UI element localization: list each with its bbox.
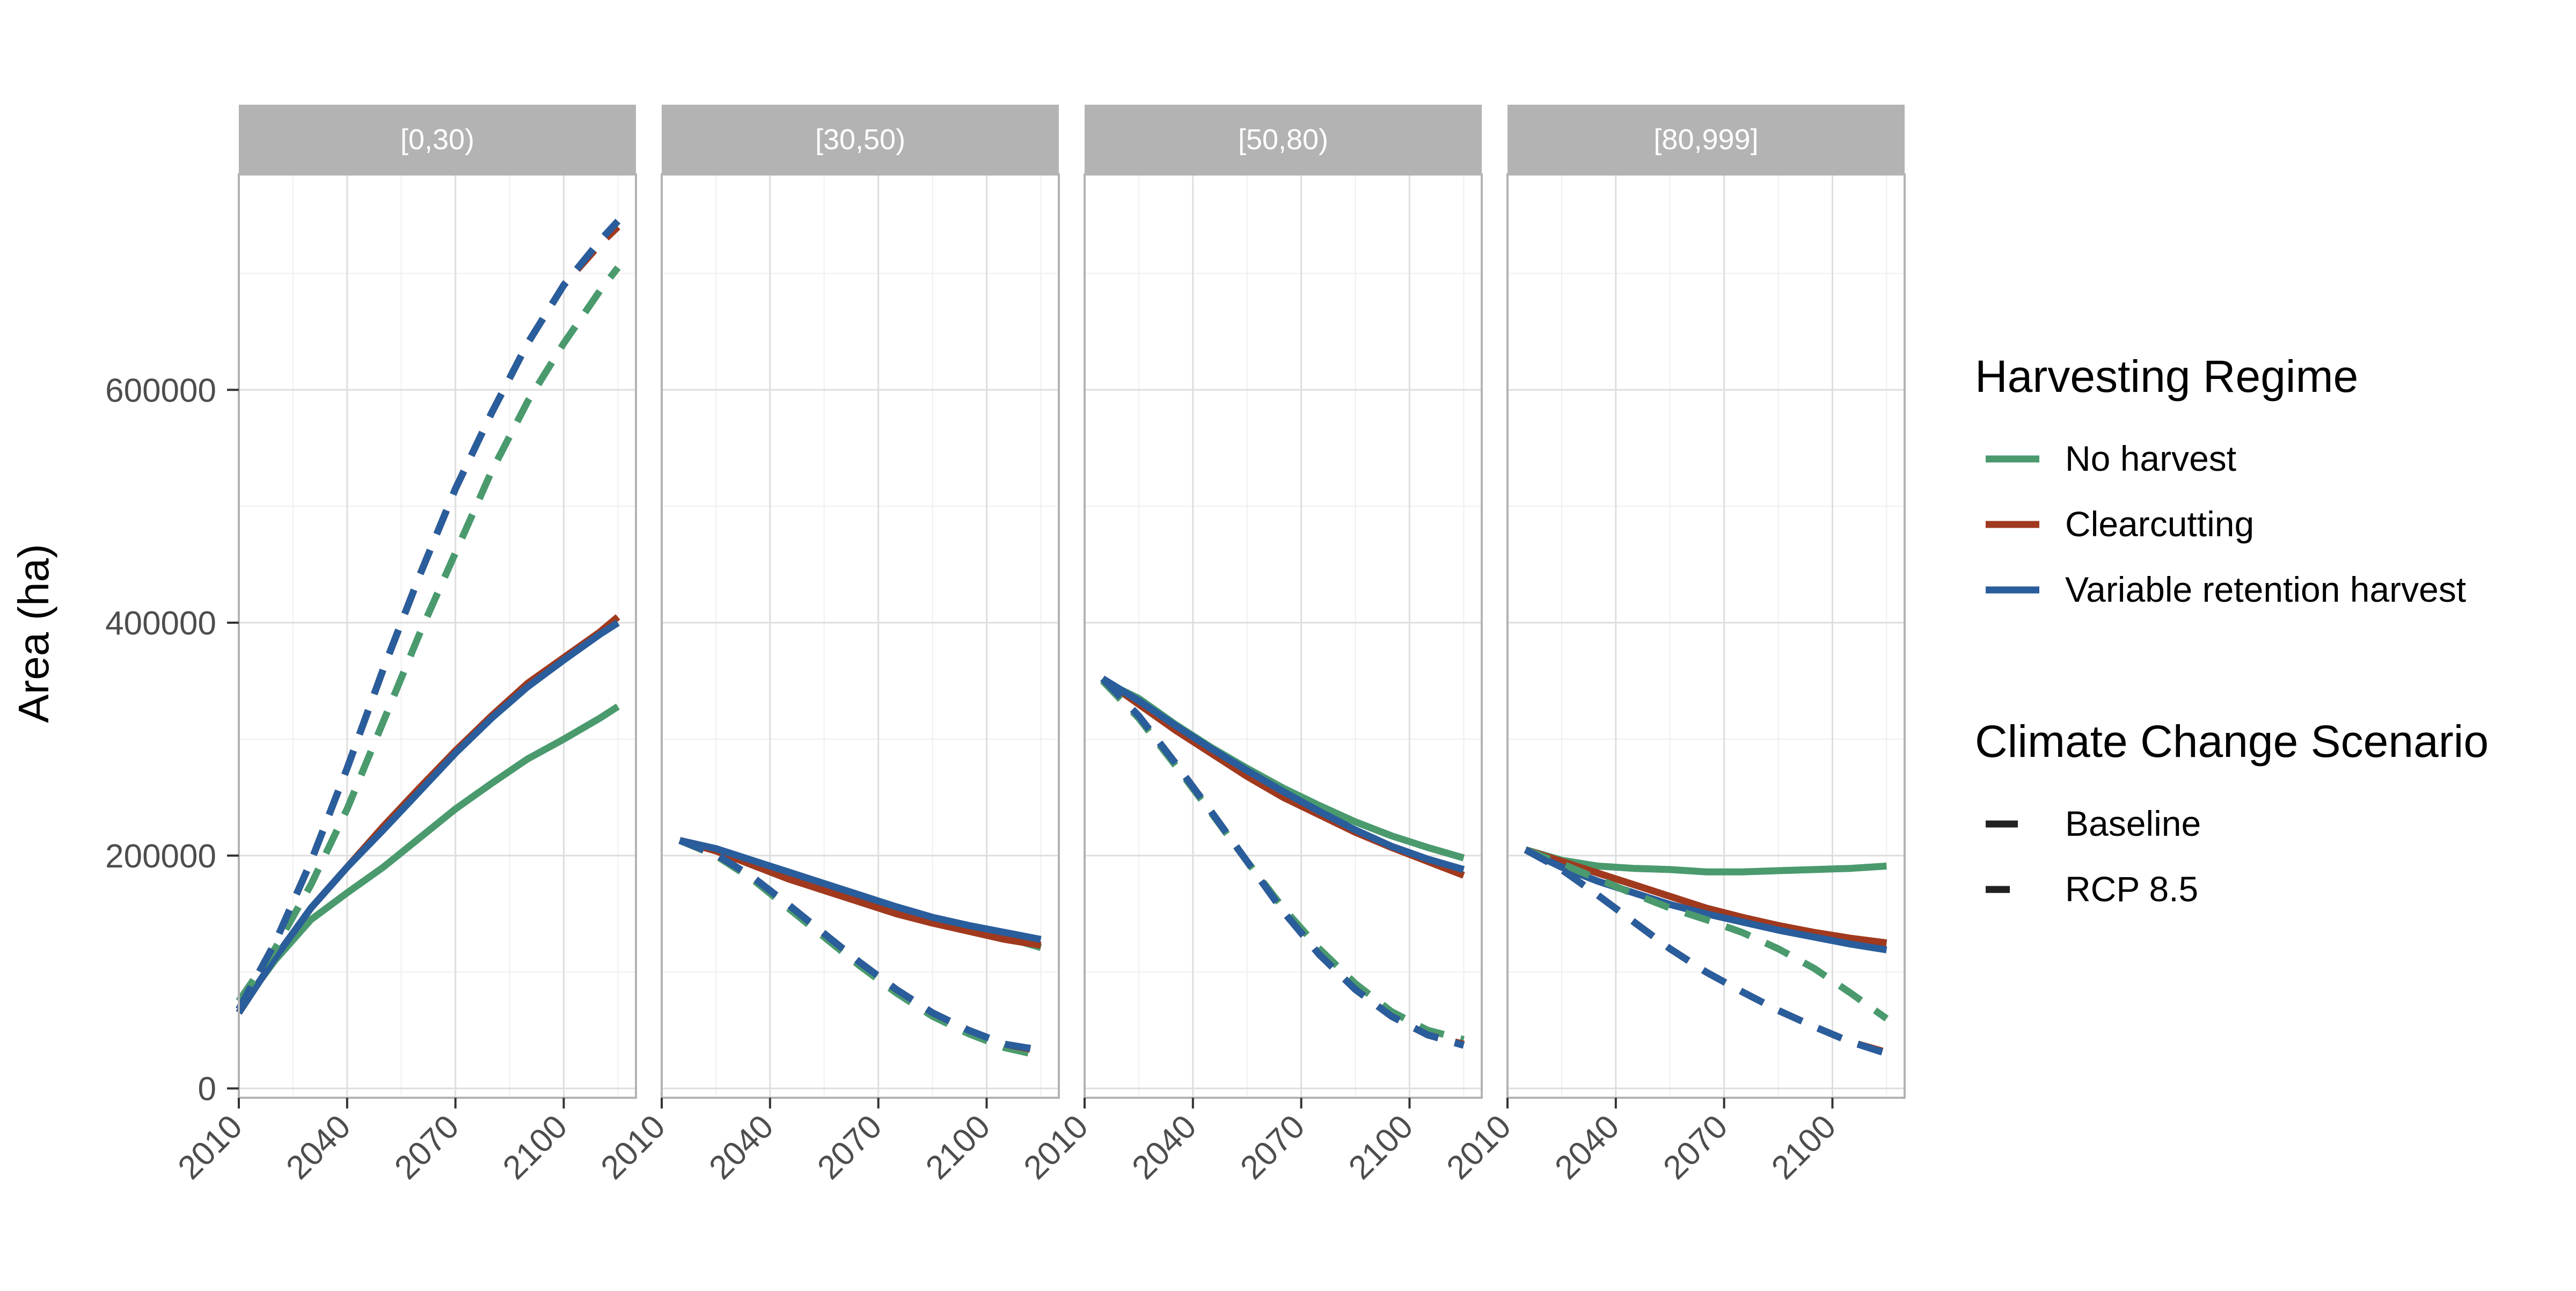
legend-label: RCP 8.5 xyxy=(2065,869,2198,909)
facet-strip-label: [0,30) xyxy=(400,123,474,156)
facet-panel: [50,80) 2010 2040 2070 2100 xyxy=(1017,105,1483,1186)
x-tick-label: 2010 xyxy=(1440,1108,1518,1186)
panel-border xyxy=(238,173,637,1099)
x-tick-label: 2040 xyxy=(702,1108,780,1186)
x-tick-label: 2100 xyxy=(1765,1108,1843,1186)
series-line-no-harvest-baseline xyxy=(1524,846,1887,876)
legend-label: Clearcutting xyxy=(2065,504,2254,544)
x-tick-label: 2070 xyxy=(1656,1108,1735,1186)
y-tick-label: 200000 xyxy=(105,838,216,875)
series-line-variable-retention-harvest-baseline xyxy=(236,619,620,1015)
series-line-no-harvest-rcp85 xyxy=(1524,846,1889,1022)
x-tick-label: 2100 xyxy=(1342,1108,1420,1186)
facet-panels: [0,30) 2010 2040 2070 2100 [30,50) 2010 2040 207… xyxy=(171,105,1906,1186)
x-tick-label: 2040 xyxy=(1548,1108,1626,1186)
x-tick-label: 2040 xyxy=(1125,1108,1203,1186)
y-tick-label: 400000 xyxy=(105,605,216,642)
panel-background xyxy=(1507,174,1905,1098)
y-tick-label: 0 xyxy=(198,1071,216,1108)
series-line-no-harvest-baseline xyxy=(236,703,620,1012)
series-line-variable-retention-harvest-rcp85 xyxy=(236,218,621,1011)
facet-strip-label: [80,999] xyxy=(1653,123,1758,156)
series-line-variable-retention-harvest-rcp85 xyxy=(1100,676,1465,1049)
y-axis: 0 200000 400000 600000 xyxy=(105,372,239,1108)
legend-label: No harvest xyxy=(2065,439,2236,478)
x-tick-label: 2040 xyxy=(279,1108,357,1186)
facet-panel: [30,50) 2010 2040 2070 2100 xyxy=(594,105,1060,1186)
x-tick-label: 2100 xyxy=(919,1108,997,1186)
facet-strip xyxy=(239,105,636,174)
series-line-clearcutting-baseline xyxy=(1524,846,1887,946)
x-tick-label: 2070 xyxy=(387,1108,466,1186)
x-tick-label: 2100 xyxy=(496,1108,574,1186)
series-line-variable-retention-harvest-rcp85 xyxy=(678,837,1042,1054)
facet-strip xyxy=(1085,105,1482,174)
facet-strip-label: [50,80) xyxy=(1238,123,1328,156)
panel-border xyxy=(661,173,1060,1099)
x-tick-label: 2010 xyxy=(171,1108,250,1186)
panel-border xyxy=(1084,173,1483,1099)
x-tick-label: 2010 xyxy=(1017,1108,1095,1186)
legend: Harvesting Regime Climate Change Scenari… xyxy=(1975,351,2489,909)
y-tick-label: 600000 xyxy=(105,372,216,409)
y-axis-title: Area (ha) xyxy=(10,544,57,723)
panel-background xyxy=(239,174,636,1098)
series-line-no-harvest-rcp85 xyxy=(236,265,621,1003)
facet-strip xyxy=(1507,105,1905,174)
series-line-clearcutting-baseline xyxy=(678,837,1042,949)
panel-background xyxy=(662,174,1059,1098)
x-tick-label: 2010 xyxy=(594,1108,672,1186)
legend-label: Variable retention harvest xyxy=(2065,570,2466,609)
panel-background xyxy=(1085,174,1482,1098)
x-tick-label: 2070 xyxy=(1233,1108,1312,1186)
series-line-variable-retention-harvest-rcp85 xyxy=(1524,847,1888,1057)
legend-label: Baseline xyxy=(2065,804,2201,843)
legend-title-harvesting-regime: Harvesting Regime xyxy=(1975,351,2358,402)
x-tick-label: 2070 xyxy=(810,1108,889,1186)
facet-strip-label: [30,50) xyxy=(815,123,905,156)
facet-panel: [80,999] 2010 2040 2070 2100 xyxy=(1440,105,1906,1186)
facet-panel: [0,30) 2010 2040 2070 2100 xyxy=(171,105,637,1186)
series-line-variable-retention-harvest-baseline xyxy=(679,837,1042,943)
legend-title-climate-scenario: Climate Change Scenario xyxy=(1975,716,2489,767)
facet-strip xyxy=(662,105,1059,174)
panel-border xyxy=(1506,173,1906,1099)
series-line-variable-retention-harvest-baseline xyxy=(1101,675,1465,873)
